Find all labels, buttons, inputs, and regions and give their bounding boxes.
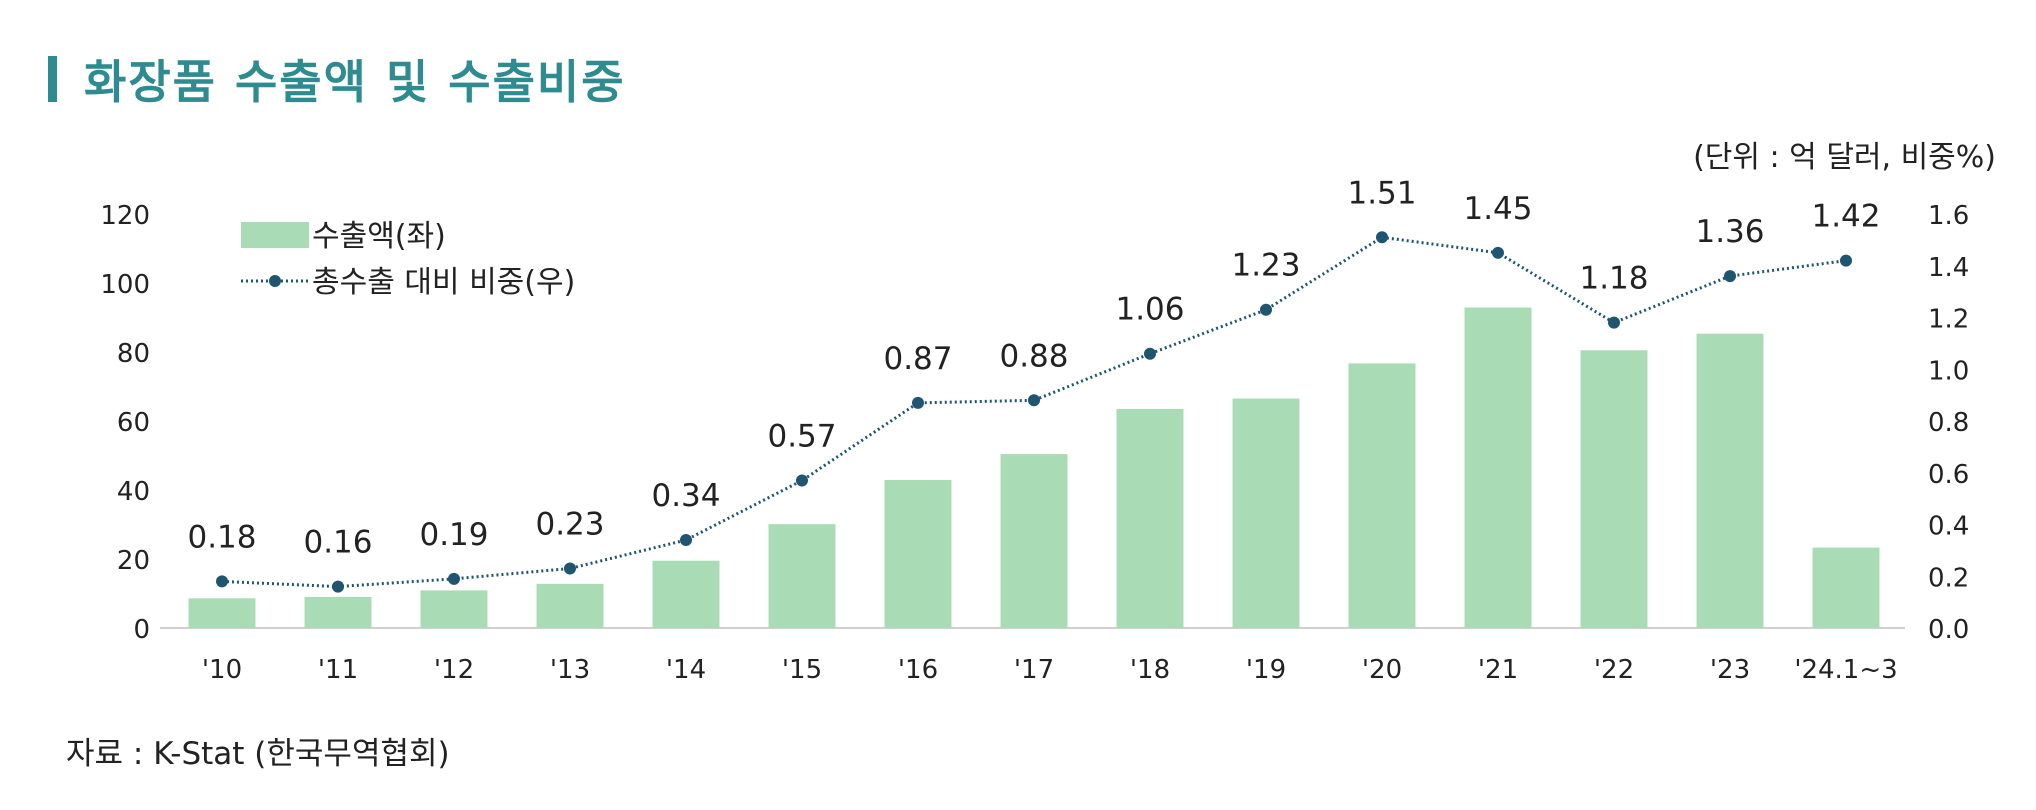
x-axis-labels: '10 '11 '12 '13 '14 '15 '16 '17 '18 '19 '20 '21 '22 '… — [202, 655, 1898, 685]
legend: 수출액(좌) 총수출 대비 비중(우) — [241, 219, 575, 300]
line-marker — [912, 396, 924, 409]
y-right-tick-label: 1.4 — [1928, 253, 1969, 283]
y-left-tick-label: 0 — [133, 615, 150, 645]
legend-line-label: 총수출 대비 비중(우) — [312, 265, 575, 300]
unit-note: (단위 : 억 달러, 비중%) — [1693, 140, 1996, 175]
line-marker — [564, 562, 576, 575]
x-tick-label: '13 — [550, 655, 590, 685]
y-left-tick-label: 100 — [100, 270, 150, 300]
line-marker — [1608, 316, 1620, 329]
source-note: 자료 : K-Stat (한국무역협회) — [66, 736, 450, 772]
data-label: 0.16 — [303, 525, 372, 561]
bar — [304, 596, 372, 628]
y-right-tick-label: 0.6 — [1928, 460, 1969, 490]
data-label: 0.23 — [535, 506, 604, 542]
bar — [652, 560, 720, 628]
bar — [420, 590, 488, 628]
bar — [884, 479, 952, 628]
data-label: 0.19 — [419, 517, 488, 553]
data-label: 1.45 — [1463, 191, 1532, 227]
legend-bar-label: 수출액(좌) — [312, 219, 446, 254]
bar — [1464, 307, 1532, 628]
y-right-tick-label: 0.2 — [1928, 563, 1969, 593]
y-left-tick-label: 120 — [100, 201, 150, 231]
line-marker — [448, 572, 460, 585]
y-left-tick-label: 40 — [117, 477, 150, 507]
x-tick-label: '22 — [1594, 655, 1634, 685]
line-marker — [1840, 254, 1852, 267]
data-label: 1.06 — [1115, 292, 1184, 328]
bar — [1696, 333, 1764, 628]
bar — [1580, 350, 1648, 628]
legend-line-marker — [269, 275, 281, 287]
y-right-tick-label: 1.2 — [1928, 305, 1969, 335]
data-label: 1.23 — [1231, 248, 1300, 284]
line-marker — [216, 575, 228, 588]
y-left-tick-label: 60 — [117, 408, 150, 438]
data-label: 0.34 — [651, 478, 720, 514]
x-tick-label: '14 — [666, 655, 706, 685]
y-right-tick-label: 0.4 — [1928, 512, 1969, 542]
data-label: 1.51 — [1347, 175, 1416, 211]
line-series: 0.18 0.16 0.19 0.23 0.34 0.57 0.87 0.88 1.06 1.23… — [187, 175, 1881, 593]
data-label: 0.18 — [187, 519, 256, 555]
bar — [1348, 363, 1416, 628]
line-marker — [1144, 347, 1156, 360]
y-right-tick-label: 0.0 — [1928, 615, 1969, 645]
y-right-tick-label: 1.6 — [1928, 201, 1969, 231]
line-marker — [1492, 246, 1504, 259]
x-tick-label: '12 — [434, 655, 474, 685]
bar — [536, 583, 604, 628]
line-marker — [1724, 270, 1736, 283]
y-right-tick-label: 0.8 — [1928, 408, 1969, 438]
bar-series — [188, 307, 1880, 628]
x-tick-label: '16 — [898, 655, 938, 685]
data-label: 0.87 — [883, 341, 952, 377]
line-marker — [1260, 303, 1272, 316]
line-marker — [680, 534, 692, 547]
bar — [188, 598, 256, 628]
x-tick-label: '10 — [202, 655, 242, 685]
bar — [1000, 454, 1068, 628]
x-tick-label: '24.1~3 — [1794, 655, 1897, 685]
line-marker — [1376, 231, 1388, 244]
y-right-tick-label: 1.0 — [1928, 356, 1969, 386]
data-label: 0.88 — [999, 338, 1068, 374]
x-tick-label: '19 — [1246, 655, 1286, 685]
line-marker — [796, 474, 808, 487]
data-label: 0.57 — [767, 419, 836, 455]
x-tick-label: '23 — [1710, 655, 1750, 685]
y-axis-left: 0 20 40 60 80 100 120 — [100, 201, 150, 645]
bar — [1812, 547, 1880, 628]
chart-title: 화장품 수출액 및 수출비중 — [84, 55, 626, 109]
x-tick-label: '15 — [782, 655, 822, 685]
x-tick-label: '20 — [1362, 655, 1402, 685]
data-label: 1.36 — [1695, 214, 1764, 250]
line-marker — [332, 580, 344, 593]
y-axis-right: 0.0 0.2 0.4 0.6 0.8 1.0 1.2 1.4 1.6 — [1928, 201, 1969, 645]
x-tick-label: '17 — [1014, 655, 1054, 685]
line-marker — [1028, 394, 1040, 407]
y-left-tick-label: 80 — [117, 339, 150, 369]
x-tick-label: '18 — [1130, 655, 1170, 685]
title-accent-bar — [48, 56, 57, 102]
legend-bar-swatch — [241, 222, 309, 248]
bar — [1116, 408, 1184, 628]
x-tick-label: '21 — [1478, 655, 1518, 685]
data-label: 1.42 — [1811, 199, 1880, 235]
data-label: 1.18 — [1579, 261, 1648, 297]
bar — [768, 524, 836, 628]
x-tick-label: '11 — [318, 655, 358, 685]
line-path — [221, 235, 1847, 589]
y-left-tick-label: 20 — [117, 546, 150, 576]
bar — [1232, 398, 1300, 628]
